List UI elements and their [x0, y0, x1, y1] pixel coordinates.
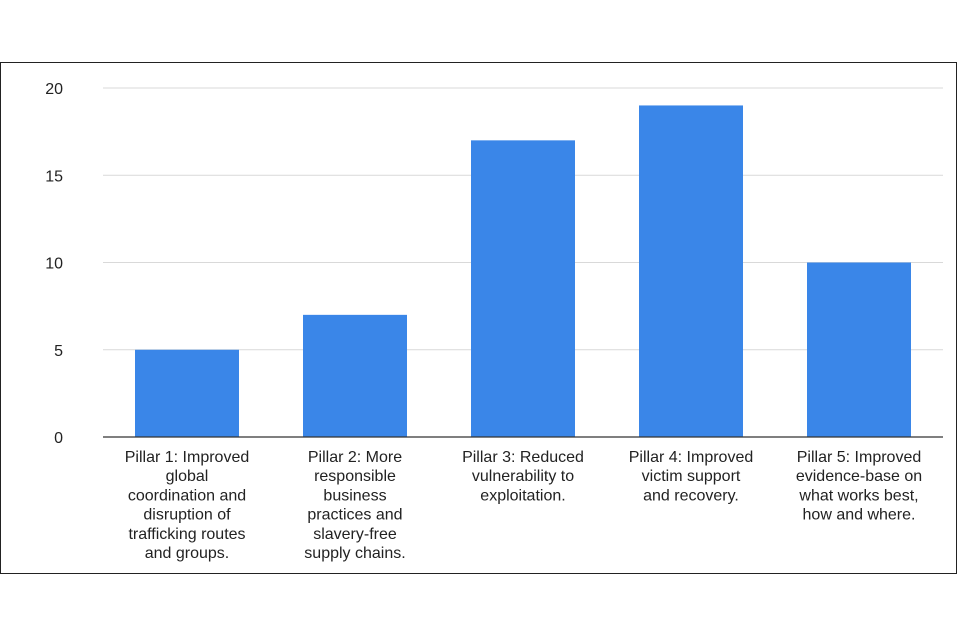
bar-pillar-1 [135, 349, 239, 437]
y-axis-ticks: 0 5 10 15 20 [45, 81, 63, 447]
y-tick-label: 20 [45, 81, 63, 98]
x-category-label-line: Pillar 3: Reduced [462, 449, 584, 466]
y-tick-label: 10 [45, 256, 63, 273]
x-category-label-line: trafficking routes [128, 526, 245, 543]
x-category-label-line: disruption of [143, 507, 231, 524]
bar-pillar-2 [303, 314, 407, 437]
x-category-label-line: evidence-base on [796, 468, 922, 485]
x-category-label-5: Pillar 5: Improved evidence-base on what w… [796, 449, 922, 524]
x-category-label-line: Pillar 5: Improved [797, 449, 922, 466]
y-tick-label: 15 [45, 168, 63, 185]
x-category-label-line: exploitation. [480, 487, 565, 504]
x-category-label-line: and recovery. [643, 487, 739, 504]
x-category-label-2: Pillar 2: More responsible business practic… [304, 449, 405, 562]
x-category-label-4: Pillar 4: Improved victim support and reco… [629, 449, 754, 504]
x-axis-category-labels: Pillar 1: Improved global coordination and… [125, 449, 922, 562]
x-category-label-line: global [166, 468, 209, 485]
x-category-label-line: supply chains. [304, 545, 405, 562]
x-category-label-line: what works best, [798, 487, 918, 504]
x-category-label-line: slavery-free [313, 526, 397, 543]
x-category-label-line: victim support [642, 468, 741, 485]
bar-pillar-4 [639, 105, 743, 437]
y-tick-label: 0 [54, 430, 63, 447]
x-category-label-line: Pillar 2: More [308, 449, 402, 466]
x-category-label-line: coordination and [128, 487, 246, 504]
x-category-label-line: vulnerability to [472, 468, 574, 485]
bar-pillar-3 [471, 140, 575, 437]
x-category-label-line: Pillar 4: Improved [629, 449, 754, 466]
y-tick-label: 5 [54, 343, 63, 360]
x-category-label-line: responsible [314, 468, 396, 485]
x-category-label-line: and groups. [145, 545, 230, 562]
x-category-label-line: how and where. [803, 507, 916, 524]
x-category-label-line: business [323, 487, 386, 504]
bar-pillar-5 [807, 262, 911, 437]
x-category-label-3: Pillar 3: Reduced vulnerability to exploit… [462, 449, 584, 504]
x-category-label-line: practices and [307, 507, 402, 524]
bars [135, 105, 911, 437]
x-category-label-line: Pillar 1: Improved [125, 449, 250, 466]
x-category-label-1: Pillar 1: Improved global coordination and… [125, 449, 250, 562]
